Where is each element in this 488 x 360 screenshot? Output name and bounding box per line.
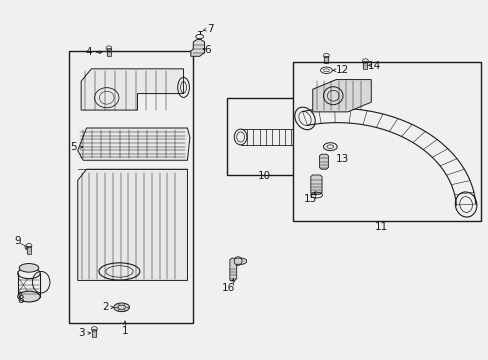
Bar — [324, 55, 328, 63]
Text: 1: 1 — [122, 325, 128, 336]
Polygon shape — [229, 258, 246, 280]
Text: 6: 6 — [204, 45, 211, 55]
Text: 8: 8 — [17, 295, 23, 305]
Polygon shape — [310, 175, 322, 194]
Polygon shape — [78, 128, 189, 160]
Bar — [69, 51, 193, 323]
Ellipse shape — [114, 303, 129, 312]
Text: 9: 9 — [15, 236, 21, 246]
Bar — [107, 48, 111, 56]
Bar — [227, 98, 317, 175]
Text: 14: 14 — [367, 61, 380, 71]
Text: 2: 2 — [102, 302, 109, 312]
Bar — [363, 61, 366, 69]
Ellipse shape — [18, 291, 40, 302]
Polygon shape — [81, 69, 183, 110]
Polygon shape — [78, 169, 187, 280]
Text: 10: 10 — [257, 171, 270, 181]
Text: 4: 4 — [85, 47, 92, 57]
Polygon shape — [312, 80, 370, 112]
Text: 3: 3 — [78, 328, 84, 338]
Polygon shape — [319, 154, 328, 169]
Text: 13: 13 — [335, 154, 348, 164]
Bar — [27, 246, 31, 253]
Text: 5: 5 — [70, 142, 77, 152]
Text: 15: 15 — [303, 194, 316, 204]
Text: 12: 12 — [335, 65, 348, 75]
Bar — [92, 329, 96, 337]
Bar — [293, 62, 480, 221]
Polygon shape — [190, 40, 204, 56]
Text: 7: 7 — [206, 24, 213, 35]
Ellipse shape — [19, 264, 39, 272]
Text: 16: 16 — [222, 283, 235, 293]
Text: 11: 11 — [374, 222, 387, 231]
